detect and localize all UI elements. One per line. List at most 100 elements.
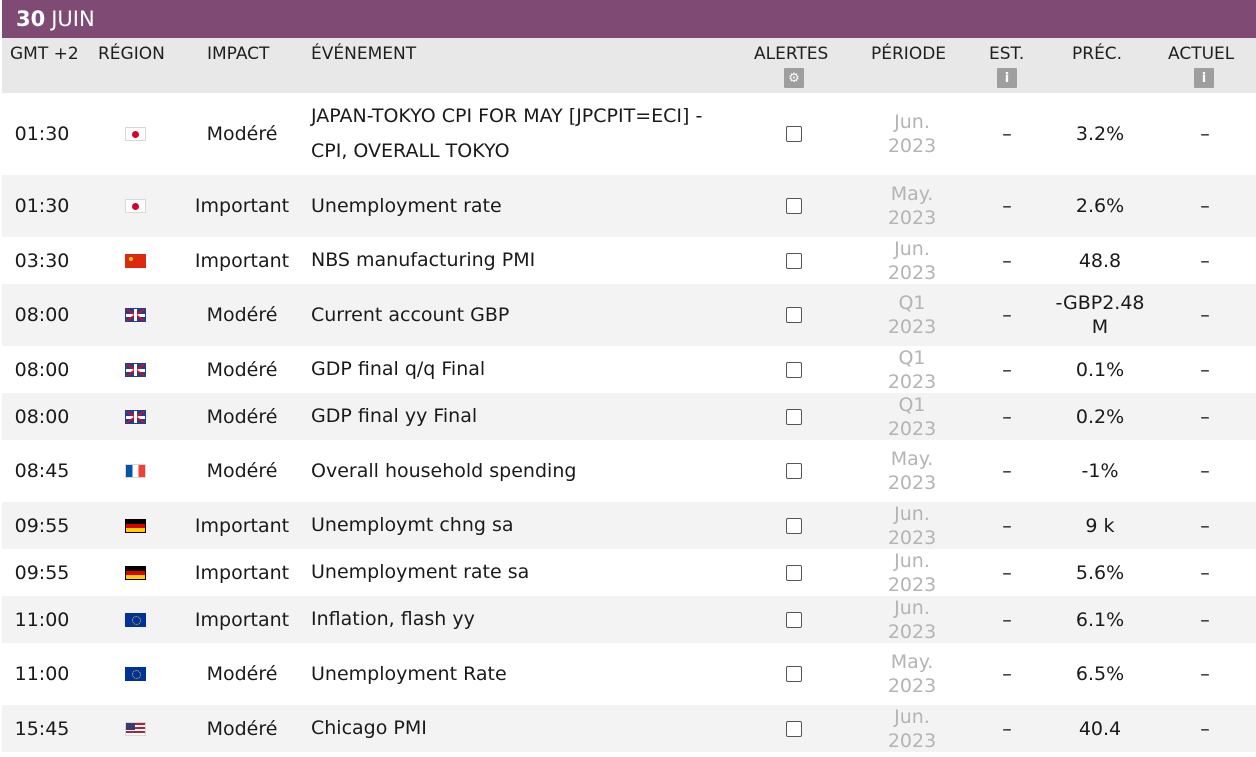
table-row[interactable]: 11:00 Modéré Unemployment Rate May. 2023…: [2, 643, 1256, 705]
event-impact: Important: [194, 561, 290, 584]
event-period: May. 2023: [887, 651, 937, 697]
gear-icon[interactable]: ⚙: [784, 68, 804, 88]
table-row[interactable]: 08:00 Modéré GDP final yy Final Q1 2023 …: [2, 393, 1256, 440]
table-row[interactable]: 03:30 Important NBS manufacturing PMI Ju…: [2, 237, 1256, 284]
table-row[interactable]: 01:30 Modéré JAPAN-TOKYO CPI FOR MAY [JP…: [2, 93, 1256, 175]
event-est: –: [1002, 717, 1012, 740]
header-est[interactable]: EST.: [989, 44, 1025, 64]
event-name[interactable]: Unemployment Rate: [311, 662, 507, 685]
event-name[interactable]: NBS manufacturing PMI: [311, 249, 536, 271]
event-prev: 6.1%: [1075, 608, 1125, 631]
table-row[interactable]: 08:00 Modéré GDP final q/q Final Q1 2023…: [2, 346, 1256, 393]
event-actual: –: [1200, 561, 1210, 584]
event-period: Q1 2023: [887, 346, 937, 393]
header-period[interactable]: PÉRIODE: [871, 44, 947, 64]
alert-cell: [754, 440, 834, 502]
event-time: 09:55: [14, 561, 70, 584]
alert-cell: [754, 175, 834, 237]
header-event[interactable]: ÉVÉNEMENT: [311, 44, 417, 64]
info-icon[interactable]: i: [997, 68, 1017, 88]
event-name[interactable]: GDP final yy Final: [311, 405, 478, 427]
event-period: Jun. 2023: [887, 705, 937, 752]
event-name[interactable]: Current account GBP: [311, 303, 510, 326]
event-time: 08:00: [14, 405, 70, 428]
alert-checkbox[interactable]: [786, 564, 802, 581]
event-name[interactable]: Unemploymt chng sa: [311, 514, 514, 536]
alert-checkbox[interactable]: [786, 463, 802, 479]
flag-jp-icon: [124, 199, 146, 213]
event-name[interactable]: Overall household spending: [311, 459, 577, 482]
header-actual[interactable]: ACTUEL: [1168, 44, 1235, 64]
table-row[interactable]: 09:55 Important Unemployment rate sa Jun…: [2, 549, 1256, 596]
table-row[interactable]: 01:30 Important Unemployment rate May. 2…: [2, 175, 1256, 237]
event-name[interactable]: GDP final q/q Final: [311, 358, 486, 380]
table-row[interactable]: 15:45 Modéré Chicago PMI Jun. 2023 – 40.…: [2, 705, 1256, 752]
event-period: Q1 2023: [887, 292, 937, 338]
event-impact: Modéré: [206, 304, 278, 326]
event-est: –: [1002, 561, 1012, 584]
event-actual: –: [1200, 717, 1210, 740]
header-impact[interactable]: IMPACT: [207, 44, 270, 64]
date-day: 30: [16, 7, 46, 31]
alert-checkbox[interactable]: [786, 666, 802, 682]
alert-checkbox[interactable]: [786, 517, 802, 534]
event-impact: Modéré: [206, 663, 278, 685]
alert-checkbox[interactable]: [786, 361, 802, 378]
header-time[interactable]: GMT +2: [10, 44, 79, 64]
flag-fr-icon: [124, 464, 146, 478]
region-flag: [99, 346, 171, 393]
event-actual: –: [1200, 195, 1210, 217]
event-period: Jun. 2023: [887, 596, 937, 643]
alert-checkbox[interactable]: [786, 307, 802, 323]
event-est: –: [1002, 304, 1012, 326]
flag-gb-icon: [124, 409, 146, 424]
event-est: –: [1002, 358, 1012, 381]
event-time: 15:45: [14, 717, 70, 740]
region-flag: [99, 175, 171, 237]
region-flag: [99, 502, 171, 549]
event-actual: –: [1200, 608, 1210, 631]
event-actual: –: [1200, 304, 1210, 326]
event-name[interactable]: JAPAN-TOKYO CPI FOR MAY [JPCPIT=ECI] - C…: [311, 105, 703, 162]
event-time: 01:30: [14, 123, 70, 145]
region-flag: [99, 596, 171, 643]
alert-checkbox[interactable]: [786, 720, 802, 737]
event-est: –: [1002, 405, 1012, 428]
event-name[interactable]: Inflation, flash yy: [311, 608, 475, 630]
table-row[interactable]: 11:00 Important Inflation, flash yy Jun.…: [2, 596, 1256, 643]
alert-checkbox[interactable]: [786, 408, 802, 425]
alert-checkbox[interactable]: [786, 611, 802, 628]
event-name[interactable]: Unemployment rate sa: [311, 561, 530, 583]
event-name[interactable]: Unemployment rate: [311, 194, 502, 217]
table-row[interactable]: 09:55 Important Unemploymt chng sa Jun. …: [2, 502, 1256, 549]
flag-eu-icon: [124, 612, 146, 627]
info-icon[interactable]: i: [1194, 68, 1214, 88]
event-time: 08:00: [14, 358, 70, 381]
alert-checkbox[interactable]: [786, 126, 802, 142]
table-row[interactable]: 08:45 Modéré Overall household spending …: [2, 440, 1256, 502]
event-period: Q1 2023: [887, 393, 937, 440]
event-time: 03:30: [14, 249, 70, 272]
event-prev: 5.6%: [1075, 561, 1125, 584]
event-period: Jun. 2023: [887, 502, 937, 549]
header-prev[interactable]: PRÉC.: [1072, 44, 1123, 64]
flag-jp-icon: [124, 127, 146, 141]
event-impact: Modéré: [206, 123, 278, 145]
event-prev: 2.6%: [1075, 195, 1125, 217]
alert-cell: [754, 284, 834, 346]
flag-de-icon: [124, 518, 146, 533]
alert-checkbox[interactable]: [786, 252, 802, 269]
event-actual: –: [1200, 358, 1210, 381]
event-impact: Modéré: [206, 358, 278, 381]
event-name[interactable]: Chicago PMI: [311, 717, 427, 739]
event-est: –: [1002, 460, 1012, 482]
header-alerts[interactable]: ALERTES: [754, 44, 829, 64]
alert-cell: [754, 596, 834, 643]
header-region[interactable]: RÉGION: [98, 44, 165, 64]
event-prev: -1%: [1081, 460, 1119, 482]
region-flag: [99, 237, 171, 284]
alert-cell: [754, 643, 834, 705]
alert-checkbox[interactable]: [786, 198, 802, 214]
table-row[interactable]: 08:00 Modéré Current account GBP Q1 2023…: [2, 284, 1256, 346]
alert-cell: [754, 393, 834, 440]
